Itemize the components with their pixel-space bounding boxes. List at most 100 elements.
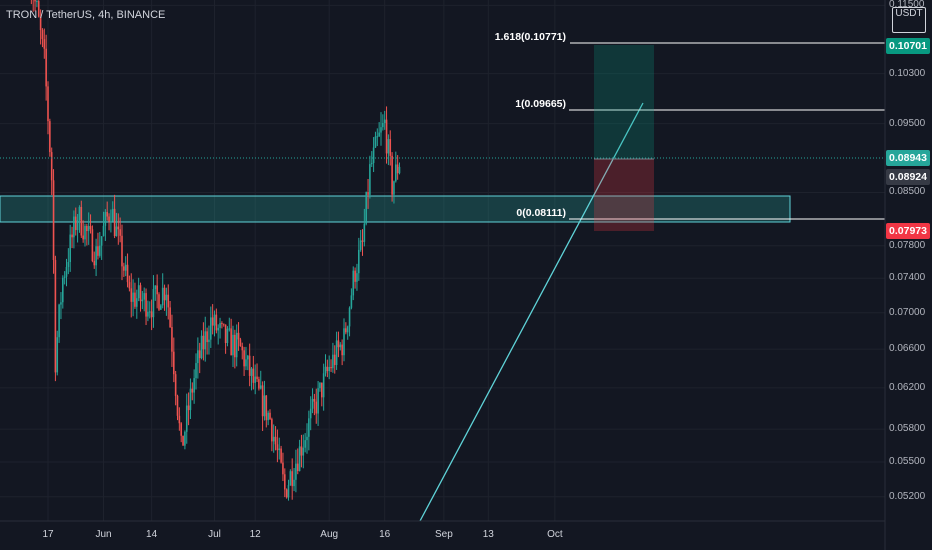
candle-body [71, 234, 73, 238]
candle-body [206, 331, 208, 343]
candle-body [380, 127, 382, 133]
candle-body [267, 412, 269, 421]
candle-body [36, 1, 38, 3]
candle-body [382, 123, 384, 128]
position-profit-zone [594, 45, 654, 159]
candle-body [87, 226, 90, 232]
candle-body [308, 418, 310, 437]
candle-body [93, 261, 96, 266]
candle-body [178, 415, 181, 424]
candle-body [91, 229, 94, 262]
y-tick-label: 0.06600 [889, 343, 926, 355]
candle-body [287, 485, 290, 498]
candle-body [86, 225, 88, 232]
candle-body [213, 314, 216, 326]
candle-body [276, 444, 279, 451]
candle-body [50, 152, 53, 181]
candle-body [84, 225, 86, 240]
candle-body [117, 226, 120, 230]
candle-body [241, 346, 244, 351]
candle-body [302, 447, 305, 456]
candle-body [284, 474, 286, 490]
candle-body [395, 164, 397, 182]
chart-grid [0, 0, 885, 521]
symbol-title[interactable]: TRON / TetherUS, 4h, BINANCE [6, 9, 166, 21]
position-loss-zone [594, 159, 654, 231]
candle-body [37, 1, 40, 17]
candle-body [319, 382, 321, 389]
candle-body [335, 340, 338, 366]
candle-body [372, 147, 375, 163]
candle-body [289, 471, 292, 486]
candle-body [184, 431, 186, 446]
candle-body [215, 314, 218, 331]
candle-body [296, 463, 299, 472]
candle-body [95, 246, 97, 266]
candle-body [160, 305, 162, 310]
candle-body [78, 206, 81, 221]
x-tick-label: Aug [320, 529, 339, 540]
x-tick-label: 12 [249, 529, 261, 540]
candle-body [124, 264, 127, 271]
candle-body [65, 266, 68, 277]
candle-body [110, 221, 112, 223]
candle-body [271, 419, 273, 442]
candle-body [365, 192, 367, 224]
candle-body [341, 344, 343, 356]
candle-body [152, 289, 155, 318]
candle-body [67, 262, 70, 267]
candle-body [100, 236, 103, 246]
candle-body [111, 208, 114, 222]
candle-body [106, 211, 108, 217]
currency-badge[interactable]: USDT [892, 7, 926, 33]
candle-body [354, 270, 356, 282]
candle-body [252, 368, 255, 383]
candle-body [126, 264, 129, 283]
candle-body [389, 139, 392, 156]
candle-body [211, 317, 214, 326]
fib-label-1: 1(0.09665) [515, 98, 566, 110]
y-tick-label: 0.07000 [889, 306, 926, 318]
candle-body [254, 376, 256, 383]
candle-body [300, 446, 303, 456]
candle-body [298, 446, 301, 472]
x-tick-label: Jul [208, 529, 221, 540]
candle-body [121, 235, 123, 267]
y-tick-label: 0.10300 [889, 67, 926, 79]
candle-body [337, 340, 340, 348]
candle-body [202, 335, 205, 350]
candle-series [30, 0, 401, 501]
candle-body [376, 136, 379, 138]
candle-body [198, 350, 201, 359]
candle-body [193, 378, 195, 393]
candle-body [161, 287, 164, 306]
candle-body [385, 119, 388, 154]
candle-body [321, 382, 323, 398]
drawing-overlays [0, 42, 885, 522]
y-tick-label: 0.11500 [889, 0, 925, 11]
candle-body [115, 226, 118, 237]
candle-body [356, 273, 358, 282]
candle-body [58, 304, 60, 338]
candle-body [185, 405, 188, 432]
candle-body [358, 249, 360, 274]
y-tick-label: 0.07800 [889, 239, 926, 251]
candle-body [369, 164, 371, 195]
y-tick-label: 0.09500 [889, 117, 926, 129]
candle-body [330, 366, 332, 369]
candle-body [39, 16, 42, 31]
candle-body [69, 234, 71, 263]
candle-body [243, 350, 245, 367]
x-tick-label: Oct [547, 529, 563, 540]
candle-body [136, 298, 138, 307]
candle-body [60, 302, 62, 305]
candle-body [173, 351, 175, 375]
candle-body [134, 292, 136, 307]
candle-body [343, 328, 345, 356]
candle-body [309, 408, 312, 419]
candle-body [147, 311, 149, 317]
candle-body [339, 344, 342, 348]
candle-body [237, 332, 240, 340]
candle-body [54, 260, 57, 373]
